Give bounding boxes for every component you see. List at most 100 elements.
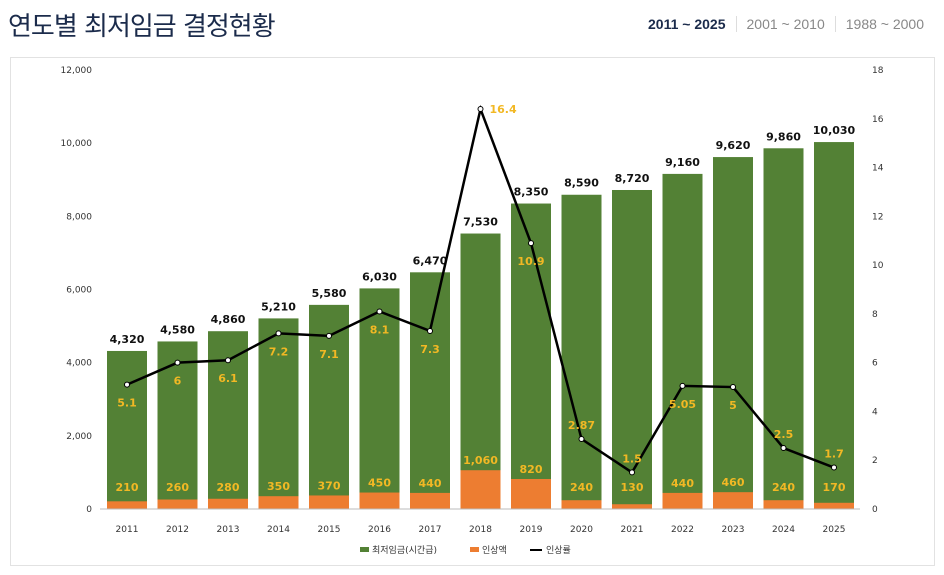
wage-bar [410,272,450,509]
page-title: 연도별 최저임금 결정현황 [8,12,276,42]
legend-label-increase: 인상액 [482,544,507,556]
increase-label: 440 [419,477,442,490]
rate-point [477,106,484,113]
increase-bar [410,492,450,509]
rate-point [780,445,787,452]
increase-bar [359,492,400,509]
increase-bar [460,470,501,509]
rate-label: 7.3 [420,343,440,356]
x-tick-label: 2019 [520,525,543,535]
increase-bar [763,500,804,509]
rate-label: 5.1 [117,397,137,410]
increase-label: 460 [722,476,745,489]
increase-label: 1,060 [463,454,498,467]
wage-label: 8,350 [514,186,549,199]
rate-label: 6.1 [218,372,238,385]
increase-label: 170 [823,481,846,494]
increase-bar [208,498,248,509]
y2-tick-label: 2 [872,456,878,466]
tab-range-2001-2010[interactable]: 2001 ~ 2010 [735,16,835,32]
wage-label: 4,860 [211,313,246,326]
rate-point [174,359,181,366]
increase-label: 260 [166,481,189,494]
y2-tick-label: 0 [872,505,878,515]
wage-bar [814,142,854,510]
increase-bar [561,500,602,509]
wage-bar [763,148,804,509]
rate-point [528,240,534,247]
rate-label: 2.87 [568,419,595,432]
rate-label: 1.5 [622,452,642,465]
x-tick-label: 2018 [469,525,492,535]
rate-label: 1.7 [824,448,844,461]
increase-bar [713,492,753,509]
legend-label-wage: 최저임금(시간급) [372,544,437,556]
x-tick-label: 2023 [722,525,745,535]
increase-bar [814,502,854,509]
legend-swatch-increase [470,547,479,552]
rate-point [730,384,736,391]
increase-bar [157,499,198,509]
rate-point [679,382,686,389]
wage-label: 6,470 [413,254,448,267]
wage-bar [309,304,349,509]
rate-point [629,469,635,476]
y-tick-label: 0 [86,505,92,515]
increase-label: 130 [621,481,644,494]
wage-label: 8,720 [615,172,650,185]
wage-bar [359,288,400,509]
wage-bar [460,233,501,509]
y2-tick-label: 12 [872,212,883,222]
chart-card [10,57,935,566]
wage-label: 4,320 [110,333,145,346]
y-tick-label: 8,000 [66,212,92,222]
increase-bar [309,495,349,509]
rate-label: 16.4 [490,103,517,116]
increase-bar [612,504,652,509]
rate-point [376,308,383,315]
y2-tick-label: 4 [872,407,878,417]
y-tick-label: 4,000 [66,359,92,369]
increase-label: 820 [520,463,543,476]
rate-point [275,330,282,337]
wage-bar [107,350,147,509]
wage-label: 10,030 [813,124,856,137]
wage-label: 9,160 [665,156,700,169]
rate-point [124,381,130,388]
increase-bar [662,492,703,509]
rate-label: 7.2 [269,345,289,358]
wage-bar [561,194,602,510]
tab-range-2011-2025[interactable]: 2011 ~ 2025 [648,16,726,32]
y-tick-label: 10,000 [61,139,93,149]
y-tick-label: 12,000 [61,66,93,76]
y2-tick-label: 6 [872,359,878,369]
rate-point [326,332,332,339]
y2-tick-label: 8 [872,310,878,320]
x-tick-label: 2020 [570,525,593,535]
rate-label: 5.05 [669,398,696,411]
increase-label: 440 [671,477,694,490]
increase-bar [258,496,299,509]
y2-tick-label: 18 [872,66,884,76]
rate-label: 10.9 [517,255,544,268]
x-tick-label: 2025 [823,525,846,535]
x-tick-label: 2017 [419,525,442,535]
rate-point [578,436,585,443]
wage-label: 4,580 [160,323,195,336]
x-tick-label: 2024 [772,525,795,535]
x-tick-label: 2022 [671,525,694,535]
wage-bar [258,318,299,509]
increase-label: 240 [570,481,593,494]
wage-bar [662,173,703,509]
y2-tick-label: 16 [872,115,884,125]
x-tick-label: 2015 [318,525,341,535]
x-tick-label: 2016 [368,525,391,535]
wage-bar [511,203,551,509]
tab-range-1988-2000[interactable]: 1988 ~ 2000 [834,16,934,32]
increase-label: 210 [116,481,139,494]
rate-label: 7.1 [319,348,339,361]
x-tick-label: 2014 [267,525,290,535]
rate-label: 2.5 [774,428,794,441]
y2-tick-label: 10 [872,261,884,271]
